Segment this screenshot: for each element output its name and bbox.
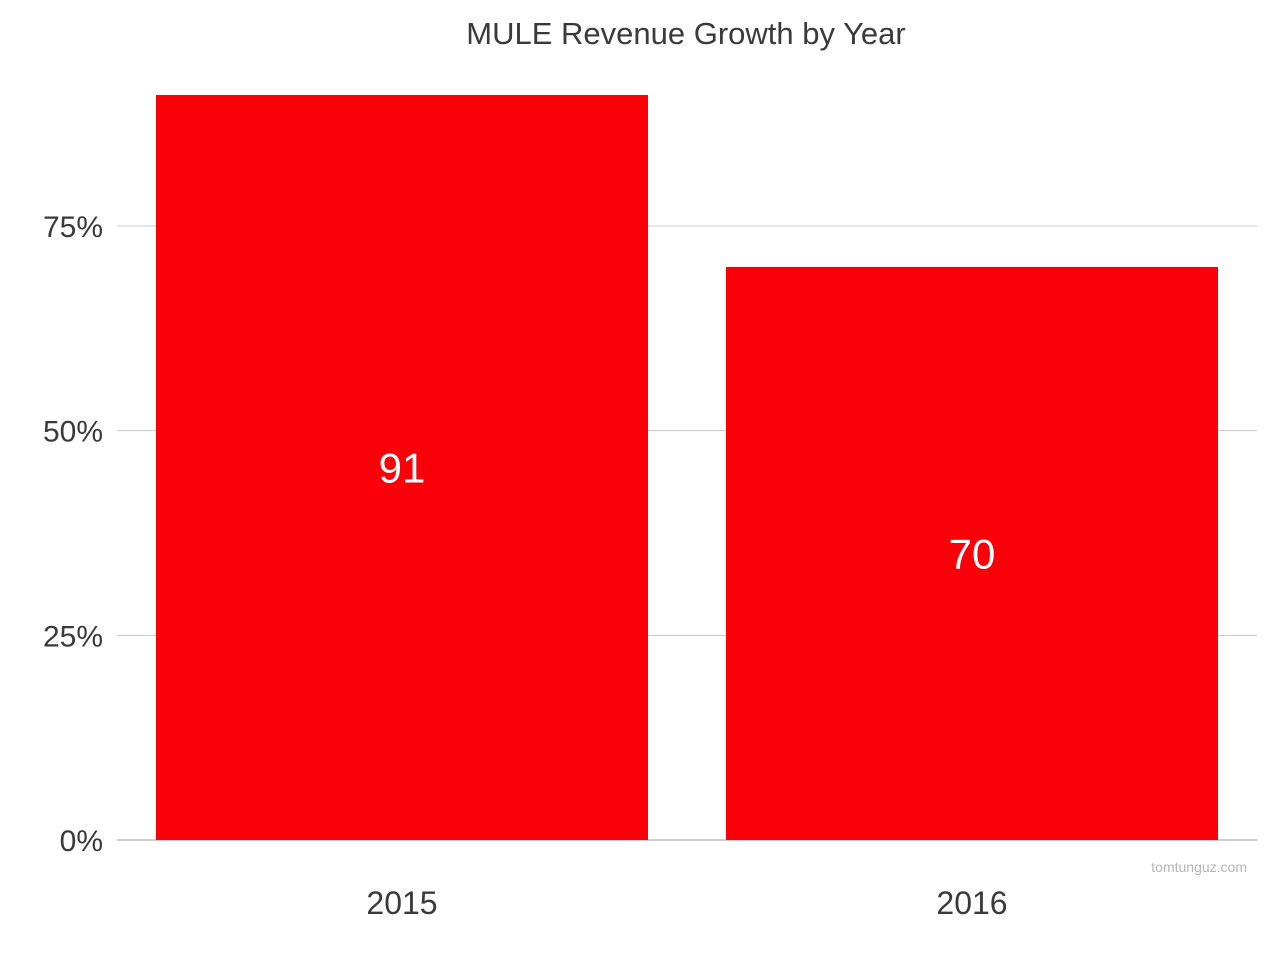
y-axis-ticks: 0% 25% 50% 75% [43, 211, 103, 858]
y-tick-label: 25% [43, 620, 103, 653]
y-tick-label: 0% [60, 825, 103, 858]
bars [156, 95, 1218, 841]
x-category-label: 2016 [936, 885, 1007, 921]
data-label-2015: 91 [379, 445, 426, 492]
x-category-label: 2015 [366, 885, 437, 921]
data-labels: 91 70 [379, 445, 996, 578]
x-axis-categories: 2015 2016 [366, 885, 1007, 921]
chart-title: MULE Revenue Growth by Year [466, 16, 905, 51]
y-tick-label: 50% [43, 416, 103, 449]
bar-2015 [156, 95, 648, 841]
data-label-2016: 70 [949, 530, 996, 577]
bar-2016 [726, 266, 1218, 840]
y-tick-label: 75% [43, 211, 103, 244]
watermark: tomtunguz.com [1151, 859, 1247, 875]
